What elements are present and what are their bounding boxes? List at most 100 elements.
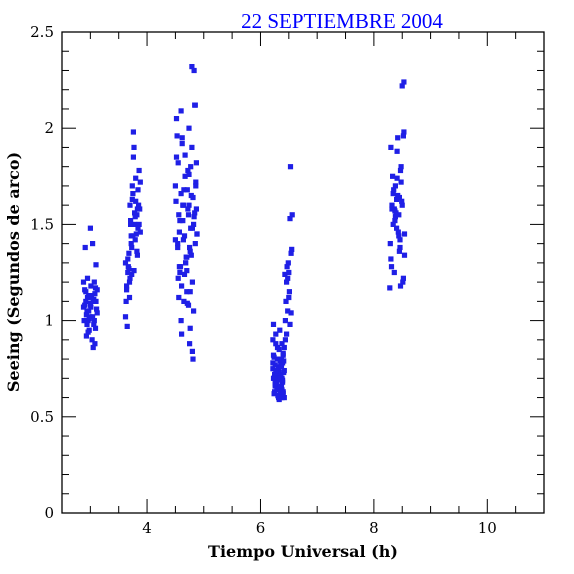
y-tick-label: 1 <box>44 312 54 330</box>
data-point <box>128 218 134 224</box>
data-point <box>180 202 186 208</box>
data-point <box>279 341 285 347</box>
data-point <box>176 229 182 235</box>
data-point <box>90 344 96 351</box>
data-point <box>270 360 276 366</box>
data-point <box>174 133 180 139</box>
data-point <box>175 275 181 281</box>
data-point <box>184 254 190 260</box>
data-point <box>281 358 287 364</box>
data-point <box>288 250 294 256</box>
data-point <box>283 298 289 304</box>
data-point <box>287 164 294 170</box>
data-point <box>178 191 184 197</box>
chart-title: 22 SEPTIEMBRE 2004 <box>241 9 443 33</box>
data-point <box>396 233 402 239</box>
data-point <box>173 116 180 122</box>
data-point <box>277 375 283 381</box>
data-point <box>396 194 402 201</box>
data-point <box>180 218 186 224</box>
data-point <box>83 333 89 339</box>
data-point <box>187 244 193 251</box>
data-point <box>83 312 89 318</box>
data-point <box>131 268 137 274</box>
data-point <box>133 231 139 237</box>
y-tick-label: 2.5 <box>30 23 54 41</box>
data-point <box>90 241 96 247</box>
data-point <box>394 175 400 181</box>
data-point <box>88 294 95 301</box>
data-point <box>135 225 141 231</box>
data-point <box>134 248 140 254</box>
data-point <box>129 196 135 202</box>
data-point <box>133 198 139 204</box>
data-point <box>178 318 184 324</box>
data-point <box>129 183 135 189</box>
data-point <box>187 325 193 331</box>
data-point <box>130 154 136 160</box>
data-point <box>187 248 193 254</box>
axis-ticks <box>61 31 545 514</box>
data-point <box>193 183 199 189</box>
data-point <box>272 373 278 379</box>
data-point <box>289 246 295 252</box>
data-point <box>125 256 131 262</box>
data-point <box>270 321 277 327</box>
x-tick-label: 4 <box>142 519 152 537</box>
data-point <box>388 264 395 270</box>
data-point <box>397 283 404 289</box>
data-point <box>181 187 187 193</box>
data-point <box>186 202 192 208</box>
data-point <box>126 266 132 272</box>
data-point <box>132 214 138 220</box>
data-point <box>278 371 284 378</box>
data-point <box>284 279 290 285</box>
data-point <box>387 241 393 247</box>
data-point <box>281 368 287 374</box>
data-point <box>394 225 400 231</box>
data-point <box>282 271 288 277</box>
data-point <box>193 179 199 185</box>
data-point <box>135 187 141 193</box>
data-point <box>130 191 136 197</box>
data-point <box>84 321 90 327</box>
data-point <box>284 331 290 337</box>
data-point <box>80 279 87 285</box>
data-point <box>82 302 88 308</box>
data-point <box>177 269 183 276</box>
data-point <box>190 194 196 201</box>
data-point <box>137 179 143 185</box>
data-point <box>398 164 404 170</box>
data-point <box>277 327 283 333</box>
data-point <box>82 244 88 251</box>
data-point <box>128 221 134 227</box>
data-point <box>127 275 133 281</box>
data-point <box>179 135 185 141</box>
data-point <box>184 187 190 193</box>
data-point <box>192 102 198 108</box>
data-point <box>175 160 181 166</box>
data-points <box>80 64 408 403</box>
data-point <box>129 244 135 251</box>
data-point <box>270 352 277 358</box>
data-point <box>92 285 99 291</box>
y-tick-label: 0.5 <box>30 408 54 426</box>
data-point <box>185 167 191 174</box>
data-point <box>286 289 292 295</box>
data-point <box>125 269 131 276</box>
data-point <box>175 241 181 247</box>
data-point <box>391 269 397 276</box>
data-point <box>396 212 402 218</box>
data-point <box>276 383 282 389</box>
data-point <box>400 275 406 281</box>
data-point <box>274 344 281 351</box>
data-point <box>124 323 130 329</box>
data-point <box>281 344 287 351</box>
data-point <box>128 241 134 247</box>
data-point <box>187 341 193 347</box>
data-point <box>179 141 185 147</box>
data-point <box>191 308 197 314</box>
data-point <box>287 321 293 327</box>
data-point <box>392 218 398 224</box>
